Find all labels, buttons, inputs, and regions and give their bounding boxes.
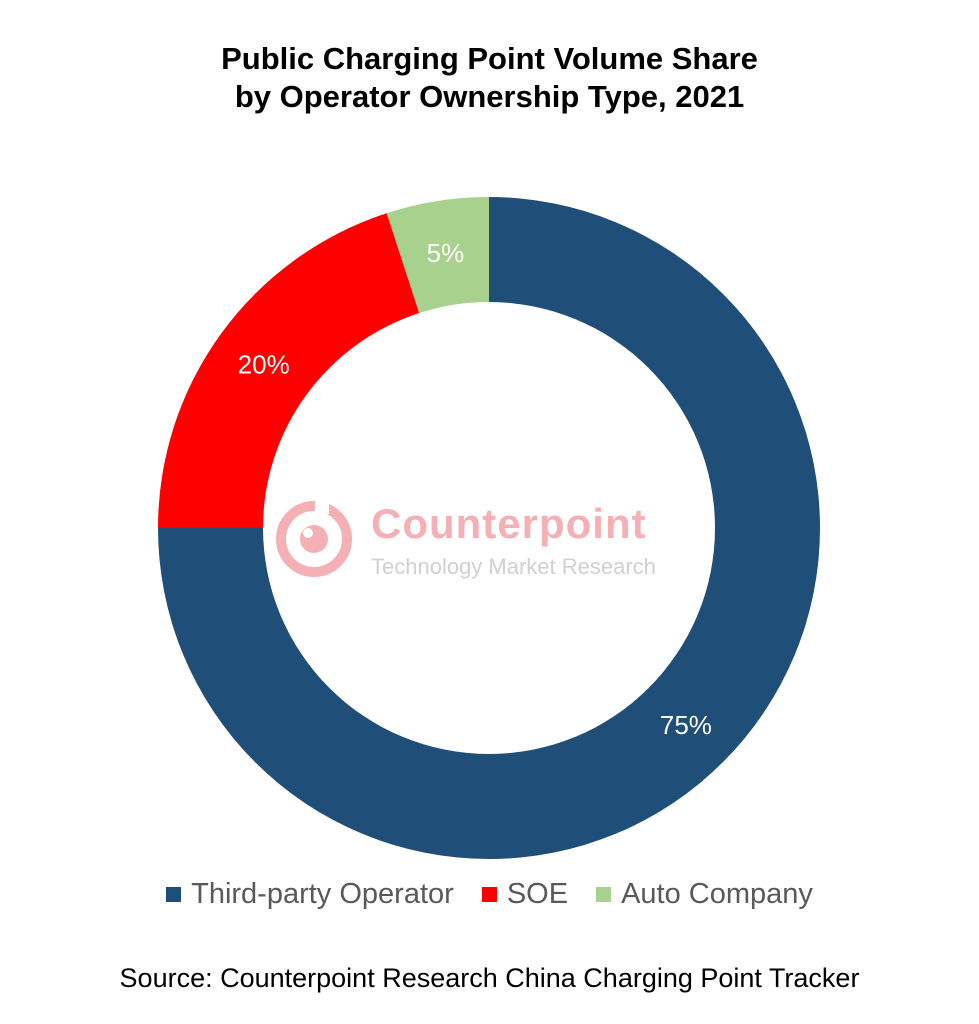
chart-title: Public Charging Point Volume Share by Op… — [0, 40, 979, 116]
legend-item-auto-company: Auto Company — [596, 878, 813, 911]
data-label-soe: 20% — [238, 349, 290, 379]
legend-swatch — [481, 887, 497, 902]
counterpoint-logo-icon — [276, 500, 352, 577]
legend-item-third-party: Third-party Operator — [166, 878, 454, 911]
chart-title-line-1: Public Charging Point Volume Share — [221, 41, 758, 76]
watermark-tagline: Technology Market Research — [371, 554, 656, 579]
watermark-brand: Counterpoint — [371, 500, 647, 547]
source-note: Source: Counterpoint Research China Char… — [119, 963, 860, 993]
donut-slice-auto-company — [386, 197, 489, 314]
legend-item-soe: SOE — [481, 878, 569, 911]
legend-label: Third-party Operator — [191, 878, 454, 910]
data-label-auto-company: 5% — [427, 238, 465, 268]
donut-slice-soe — [158, 213, 420, 528]
legend-swatch — [166, 887, 182, 902]
chart-title-line-2: by Operator Ownership Type, 2021 — [234, 79, 745, 114]
legend-label: Auto Company — [621, 878, 813, 910]
chart-legend: Third-party Operator SOE Auto Company — [0, 878, 979, 911]
counterpoint-watermark: Counterpoint Technology Market Research — [275, 500, 695, 590]
legend-swatch — [596, 887, 612, 902]
donut-slice-third-party-operator — [158, 197, 820, 859]
legend-label: SOE — [506, 878, 569, 910]
data-label-third-party-operator: 75% — [660, 710, 712, 740]
